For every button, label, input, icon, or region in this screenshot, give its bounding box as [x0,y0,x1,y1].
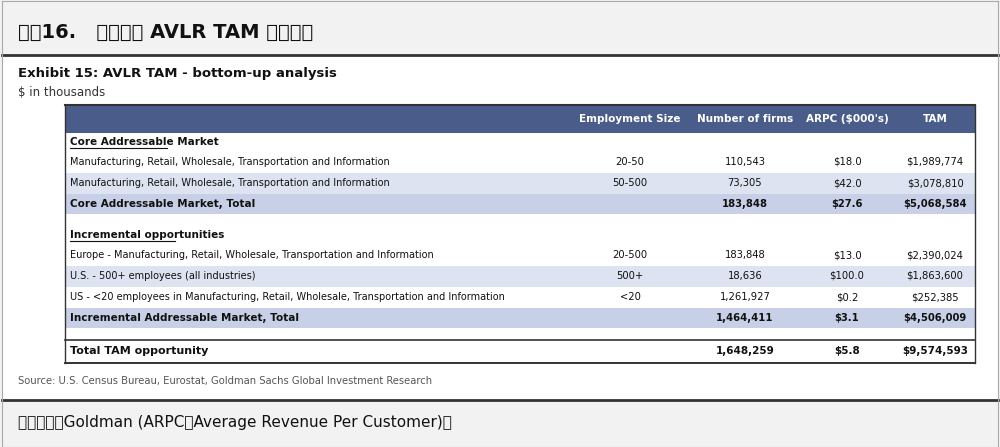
Bar [65,340,975,363]
Text: Exhibit 15: AVLR TAM - bottom-up analysis: Exhibit 15: AVLR TAM - bottom-up analysi… [18,67,337,80]
Bar [65,152,975,173]
Text: Total TAM opportunity: Total TAM opportunity [70,346,208,356]
Text: $3,078,810: $3,078,810 [907,178,963,188]
Text: 1,648,259: 1,648,259 [716,346,774,356]
Text: 18,636: 18,636 [728,271,762,281]
Text: Core Addressable Market, Total: Core Addressable Market, Total [70,199,255,209]
Text: 183,848: 183,848 [725,250,765,260]
Text: $2,390,024: $2,390,024 [907,250,963,260]
Text: $18.0: $18.0 [833,157,861,167]
Text: 500+: 500+ [616,271,644,281]
Text: 1,261,927: 1,261,927 [720,292,770,302]
Text: TAM: TAM [923,114,947,124]
Bar [65,105,975,133]
Text: $100.0: $100.0 [830,271,864,281]
Text: $0.2: $0.2 [836,292,858,302]
Text: $5,068,584: $5,068,584 [903,199,967,209]
Bar [65,287,975,308]
Text: Manufacturing, Retail, Wholesale, Transportation and Information: Manufacturing, Retail, Wholesale, Transp… [70,178,390,188]
Bar [65,266,975,287]
Text: $3.1: $3.1 [835,313,859,323]
Text: $1,863,600: $1,863,600 [907,271,963,281]
Text: 183,848: 183,848 [722,199,768,209]
Bar [65,133,975,152]
Text: $1,989,774: $1,989,774 [906,157,964,167]
Text: 20-50: 20-50 [616,157,644,167]
Text: Source: U.S. Census Bureau, Eurostat, Goldman Sachs Global Investment Research: Source: U.S. Census Bureau, Eurostat, Go… [18,376,432,386]
Bar [2,400,998,447]
Text: $252,385: $252,385 [911,292,959,302]
Text: Incremental Addressable Market, Total: Incremental Addressable Market, Total [70,313,299,323]
Bar [65,226,975,245]
Text: 20-500: 20-500 [612,250,648,260]
Text: $4,506,009: $4,506,009 [903,313,967,323]
Text: Incremental opportunities: Incremental opportunities [70,230,224,240]
Text: 资料来源：Goldman (ARPC：Average Revenue Per Customer)。: 资料来源：Goldman (ARPC：Average Revenue Per C… [18,416,452,430]
Text: Employment Size: Employment Size [579,114,681,124]
Text: 110,543: 110,543 [724,157,766,167]
Text: 73,305: 73,305 [728,178,762,188]
Bar [65,308,975,328]
Text: $5.8: $5.8 [834,346,860,356]
Text: <20: <20 [620,292,640,302]
Text: U.S. - 500+ employees (all industries): U.S. - 500+ employees (all industries) [70,271,256,281]
Text: 图表16.   高盛对于 AVLR TAM 的估计。: 图表16. 高盛对于 AVLR TAM 的估计。 [18,22,313,42]
Text: $ in thousands: $ in thousands [18,85,105,98]
Text: Manufacturing, Retail, Wholesale, Transportation and Information: Manufacturing, Retail, Wholesale, Transp… [70,157,390,167]
Text: Number of firms: Number of firms [697,114,793,124]
Text: 50-500: 50-500 [612,178,648,188]
Bar [65,245,975,266]
Text: 1,464,411: 1,464,411 [716,313,774,323]
Text: US - <20 employees in Manufacturing, Retail, Wholesale, Transportation and Infor: US - <20 employees in Manufacturing, Ret… [70,292,505,302]
Bar [65,194,975,214]
Text: Core Addressable Market: Core Addressable Market [70,137,219,147]
Bar [2,1,998,55]
Text: $13.0: $13.0 [833,250,861,260]
Text: $9,574,593: $9,574,593 [902,346,968,356]
Text: $42.0: $42.0 [833,178,861,188]
Text: ARPC ($000's): ARPC ($000's) [806,114,888,124]
Bar [65,173,975,194]
Text: Europe - Manufacturing, Retail, Wholesale, Transportation and Information: Europe - Manufacturing, Retail, Wholesal… [70,250,434,260]
Text: $27.6: $27.6 [831,199,863,209]
Bar [65,328,975,340]
Bar [2,55,998,400]
Bar [65,214,975,226]
